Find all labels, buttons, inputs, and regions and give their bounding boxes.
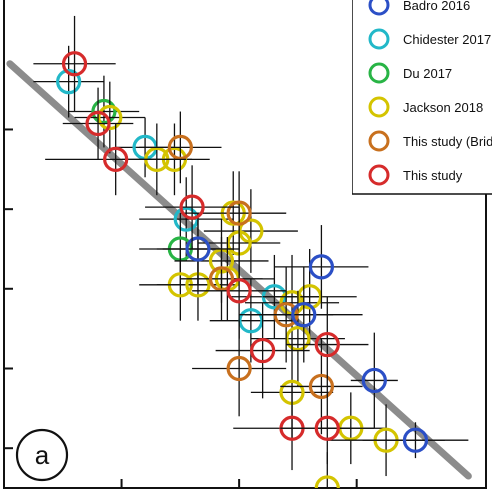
marker: [173, 206, 199, 232]
legend: Badro 2016 Chidester 2017 Du 2017 Jackson 2…: [352, 0, 492, 195]
data-point-this-study-bridgmanite: [180, 237, 263, 321]
marker: [314, 331, 340, 358]
data-point-badro-2016: [362, 422, 469, 459]
data-point-chidester-2017: [139, 177, 234, 261]
marker: [308, 254, 335, 280]
legend-box: [352, 0, 492, 195]
legend-item: Du 2017: [368, 62, 452, 84]
marker: [226, 200, 252, 226]
data-point-badro-2016: [350, 332, 398, 429]
marker: [226, 278, 252, 304]
marker: [91, 98, 117, 125]
marker: [103, 146, 129, 172]
panel-label-text: a: [35, 440, 50, 470]
marker: [308, 373, 335, 400]
marker: [61, 51, 88, 77]
marker: [185, 236, 211, 262]
legend-label: Jackson 2018: [403, 100, 483, 115]
legend-item: This study (Bridgmanite): [368, 130, 492, 152]
marker: [250, 337, 276, 364]
legend-marker: [368, 164, 390, 186]
data-point-this-study: [215, 302, 310, 399]
marker: [56, 69, 82, 95]
legend-item: Chidester 2017: [368, 28, 491, 50]
data-point-this-study: [192, 243, 287, 339]
data-point-this-study-bridgmanite: [192, 320, 287, 417]
data-point-this-study: [280, 392, 375, 465]
panel-label: a: [15, 428, 69, 482]
data-point-this-study: [286, 296, 369, 393]
axis-ticks: [4, 128, 358, 488]
marker: [167, 134, 193, 160]
data-point-badro-2016: [162, 213, 234, 285]
marker: [208, 266, 235, 292]
data-point-this-study-bridgmanite: [192, 171, 287, 255]
marker: [179, 194, 205, 220]
data-point-this-study: [33, 15, 116, 112]
marker: [314, 415, 340, 441]
data-point-this-study-bridgmanite: [139, 111, 222, 184]
data-point-this-study: [45, 123, 187, 196]
data-point-this-study: [145, 165, 240, 249]
data-point-this-study: [62, 87, 134, 160]
marker: [85, 110, 111, 137]
panel-label-circle: [15, 428, 69, 482]
data-point-du-2017: [68, 75, 140, 148]
data-point-chidester-2017: [33, 45, 104, 118]
legend-item: Badro 2016: [368, 0, 470, 16]
marker: [297, 284, 323, 310]
legend-label: This study (Bridgmanite): [403, 134, 492, 149]
data-points: [33, 15, 469, 488]
data-point-jackson-2018: [245, 254, 340, 351]
legend-marker: [368, 130, 390, 152]
legend-label: Chidester 2017: [403, 32, 491, 47]
legend-marker: [368, 28, 390, 50]
legend-marker: [368, 62, 390, 84]
data-point-badro-2016: [274, 225, 369, 309]
marker: [238, 308, 264, 334]
legend-item: Jackson 2018: [368, 96, 483, 118]
legend-label: This study: [403, 168, 463, 183]
plot-frame: [3, 0, 487, 489]
marker: [226, 355, 252, 382]
legend-label: Badro 2016: [403, 0, 470, 13]
marker: [285, 326, 311, 352]
legend-marker: [368, 0, 390, 16]
marker: [314, 475, 340, 488]
legend-label: Du 2017: [403, 66, 452, 81]
marker: [97, 104, 123, 131]
marker: [361, 367, 387, 394]
marker: [402, 427, 429, 453]
data-point-jackson-2018: [74, 81, 146, 154]
data-point-badro-2016: [245, 266, 363, 363]
marker: [291, 302, 317, 328]
legend-item: This study: [368, 164, 463, 186]
legend-marker: [368, 96, 390, 118]
